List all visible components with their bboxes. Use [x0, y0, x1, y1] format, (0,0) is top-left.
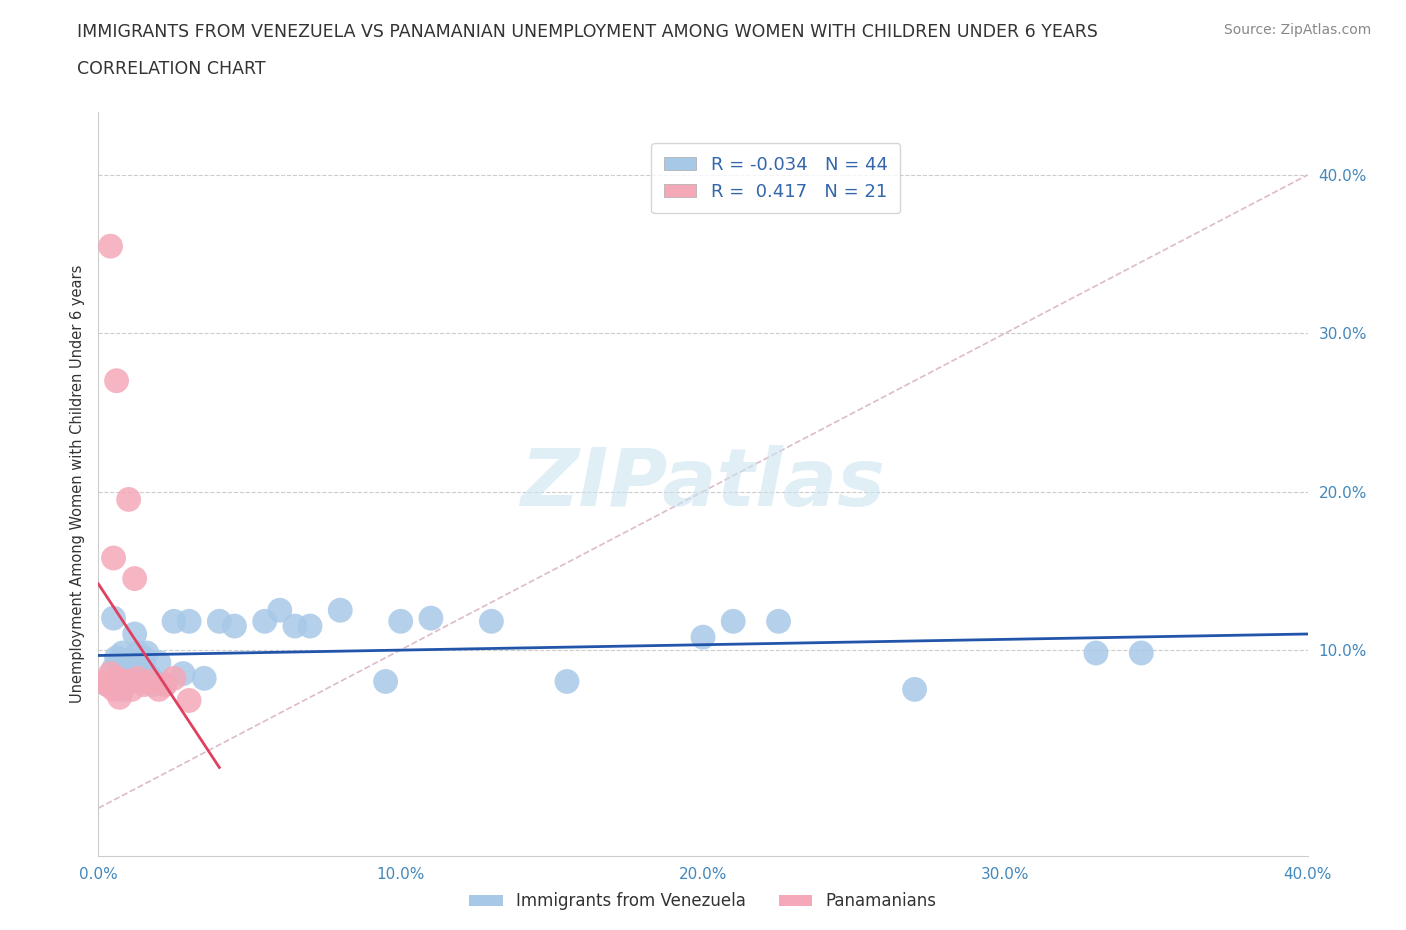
Point [124, 627, 146, 642]
Point [148, 682, 170, 697]
Text: CORRELATION CHART: CORRELATION CHART [77, 60, 266, 78]
Point [121, 682, 143, 697]
Point [118, 674, 141, 689]
Point [253, 614, 276, 629]
Point [179, 614, 201, 629]
Legend: Immigrants from Venezuela, Panamanians: Immigrants from Venezuela, Panamanians [463, 885, 943, 917]
Point [105, 671, 128, 685]
Point [163, 614, 186, 629]
Point [103, 682, 125, 697]
Point [768, 614, 790, 629]
Point [153, 677, 176, 692]
Point [299, 618, 322, 633]
Point [904, 682, 927, 697]
Point [108, 655, 131, 670]
Point [114, 661, 136, 676]
Point [118, 492, 141, 507]
Point [132, 658, 155, 673]
Point [100, 666, 122, 681]
Point [105, 650, 128, 665]
Point [132, 677, 155, 692]
Point [139, 674, 162, 689]
Point [153, 677, 176, 692]
Point [284, 618, 307, 633]
Text: Source: ZipAtlas.com: Source: ZipAtlas.com [1223, 23, 1371, 37]
Y-axis label: Unemployment Among Women with Children Under 6 years: Unemployment Among Women with Children U… [69, 264, 84, 703]
Point [108, 674, 131, 689]
Point [127, 671, 149, 685]
Point [105, 373, 128, 388]
Point [129, 671, 152, 685]
Point [127, 645, 149, 660]
Point [1130, 645, 1153, 660]
Text: IMMIGRANTS FROM VENEZUELA VS PANAMANIAN UNEMPLOYMENT AMONG WOMEN WITH CHILDREN U: IMMIGRANTS FROM VENEZUELA VS PANAMANIAN … [77, 23, 1098, 41]
Point [269, 603, 291, 618]
Point [103, 661, 125, 676]
Point [374, 674, 396, 689]
Point [193, 671, 215, 685]
Point [93, 674, 115, 689]
Point [142, 677, 165, 692]
Point [103, 551, 125, 565]
Point [172, 666, 194, 681]
Point [139, 670, 162, 684]
Point [118, 654, 141, 669]
Point [135, 645, 157, 660]
Text: ZIPatlas: ZIPatlas [520, 445, 886, 523]
Point [100, 239, 122, 254]
Legend: R = -0.034   N = 44, R =  0.417   N = 21: R = -0.034 N = 44, R = 0.417 N = 21 [651, 143, 900, 213]
Point [111, 682, 134, 697]
Point [111, 645, 134, 660]
Point [96, 677, 118, 692]
Point [103, 611, 125, 626]
Point [481, 614, 503, 629]
Point [224, 618, 246, 633]
Point [420, 611, 443, 626]
Point [389, 614, 412, 629]
Point [108, 671, 131, 685]
Point [96, 677, 118, 692]
Point [108, 690, 131, 705]
Point [118, 674, 141, 689]
Point [163, 671, 186, 685]
Point [723, 614, 745, 629]
Point [148, 655, 170, 670]
Point [111, 677, 134, 692]
Point [1085, 645, 1108, 660]
Point [124, 571, 146, 586]
Point [114, 674, 136, 689]
Point [555, 674, 578, 689]
Point [179, 693, 201, 708]
Point [692, 630, 714, 644]
Point [329, 603, 352, 618]
Point [208, 614, 231, 629]
Point [132, 650, 155, 665]
Point [121, 666, 143, 681]
